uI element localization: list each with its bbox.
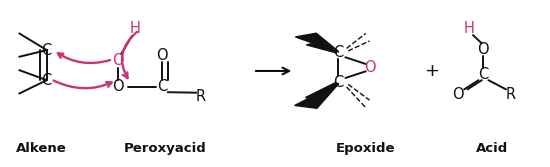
- Polygon shape: [295, 84, 339, 108]
- Text: O: O: [452, 87, 464, 102]
- Polygon shape: [305, 83, 337, 100]
- Text: C: C: [333, 45, 343, 60]
- Text: O: O: [112, 53, 124, 68]
- Polygon shape: [295, 33, 339, 52]
- Text: H: H: [464, 21, 475, 36]
- Text: R: R: [505, 87, 515, 102]
- Text: Acid: Acid: [476, 142, 508, 155]
- Text: C: C: [42, 43, 52, 58]
- Text: H: H: [129, 21, 140, 36]
- Text: R: R: [196, 89, 206, 104]
- Text: +: +: [424, 62, 439, 80]
- Text: C: C: [478, 67, 488, 82]
- Text: O: O: [156, 48, 168, 63]
- Text: Epoxide: Epoxide: [336, 142, 395, 155]
- Text: Peroxyacid: Peroxyacid: [124, 142, 206, 155]
- Text: C: C: [333, 75, 343, 90]
- Text: Alkene: Alkene: [16, 142, 67, 155]
- Text: C: C: [157, 79, 167, 94]
- Text: O: O: [477, 42, 489, 57]
- Text: O: O: [112, 79, 124, 94]
- Polygon shape: [306, 42, 337, 53]
- Text: O: O: [364, 60, 376, 75]
- Text: C: C: [42, 73, 52, 88]
